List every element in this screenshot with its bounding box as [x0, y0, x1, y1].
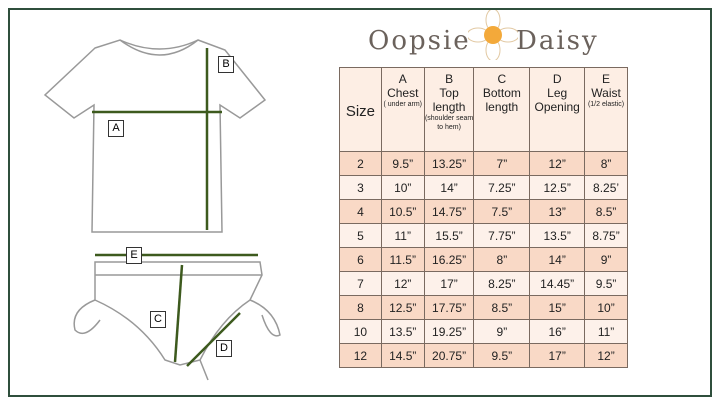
cell: 8.5”	[473, 295, 531, 320]
cell-size: 7	[339, 271, 382, 296]
header-letter: A	[398, 72, 407, 86]
label-a: A	[108, 120, 124, 137]
header-letter: C	[497, 72, 507, 86]
logo: Oopsie Daisy	[368, 10, 608, 64]
column-header: Size	[339, 67, 382, 152]
cell: 9.5”	[584, 271, 628, 296]
cell: 13.5”	[380, 319, 425, 344]
cell-size: 12	[339, 343, 382, 368]
cell: 10”	[584, 295, 628, 320]
column-header: E Waist (1/2 elastic)	[584, 67, 628, 152]
table-row: 3 10” 14” 7.25” 12.5” 8.25’	[339, 175, 628, 200]
cell: 10”	[380, 175, 425, 200]
measure-arrows	[92, 48, 258, 367]
header-size: Size	[345, 102, 375, 120]
header-name: Top length	[432, 86, 466, 114]
cell: 9”	[473, 319, 531, 344]
cell: 7.5”	[473, 199, 531, 224]
header-name: Waist	[591, 86, 621, 100]
label-c: C	[150, 311, 166, 328]
cell: 8.25”	[473, 271, 531, 296]
t-shirt-drawing	[43, 39, 267, 233]
table-row: 4 10.5” 14.75” 7.5” 13” 8.5”	[339, 199, 628, 224]
cell: 11”	[380, 223, 425, 248]
cell-size: 8	[339, 295, 382, 320]
cell: 10.5”	[380, 199, 425, 224]
header-letter: D	[552, 72, 562, 86]
column-header: D Leg Opening	[529, 67, 586, 152]
header-letter: B	[445, 72, 454, 86]
cell: 12”	[380, 271, 425, 296]
cell: 8”	[473, 247, 531, 272]
cell: 20.75”	[423, 343, 475, 368]
cell-size: 2	[339, 151, 382, 176]
label-b: B	[218, 56, 234, 73]
column-header: B Top length (shoulder seam to hem)	[423, 67, 475, 152]
header-note: (1/2 elastic)	[587, 101, 625, 108]
cell-size: 5	[339, 223, 382, 248]
cell: 13”	[529, 199, 586, 224]
table-row: 12 14.5” 20.75” 9.5” 17” 12”	[339, 343, 628, 368]
cell: 17”	[529, 343, 586, 368]
table-row: 2 9.5” 13.25” 7” 12” 8”	[339, 151, 628, 176]
cell: 7.25”	[473, 175, 531, 200]
cell: 17.75”	[423, 295, 475, 320]
table-row: 7 12” 17” 8.25” 14.45” 9.5”	[339, 271, 628, 296]
cell: 16.25”	[423, 247, 475, 272]
daisy-icon	[468, 10, 518, 60]
cell: 9.5”	[380, 151, 425, 176]
table-row: 5 11” 15.5” 7.75” 13.5” 8.75”	[339, 223, 628, 248]
cell: 16”	[529, 319, 586, 344]
cell: 12.5”	[529, 175, 586, 200]
header-letter: E	[602, 72, 611, 86]
cell: 14”	[529, 247, 586, 272]
label-d: D	[216, 340, 232, 357]
cell: 14.75”	[423, 199, 475, 224]
cell: 8.5”	[584, 199, 628, 224]
cell: 14”	[423, 175, 475, 200]
cell-size: 4	[339, 199, 382, 224]
cell: 14.5”	[380, 343, 425, 368]
cell: 9.5”	[473, 343, 531, 368]
size-chart-table: Size A Chest( under arm) B Top length (should…	[339, 67, 628, 368]
table-row: 6 11.5” 16.25” 8” 14” 9”	[339, 247, 628, 272]
cell: 8.25’	[584, 175, 628, 200]
cell: 12”	[529, 151, 586, 176]
cell: 13.25”	[423, 151, 475, 176]
cell: 17”	[423, 271, 475, 296]
logo-right: Daisy	[516, 26, 599, 56]
cell-size: 3	[339, 175, 382, 200]
table-row: 10 13.5” 19.25” 9” 16” 11”	[339, 319, 628, 344]
cell-size: 10	[339, 319, 382, 344]
page-frame	[8, 8, 712, 397]
column-header: A Chest( under arm)	[380, 67, 425, 152]
cell: 12”	[584, 343, 628, 368]
cell: 9”	[584, 247, 628, 272]
cell: 14.45”	[529, 271, 586, 296]
cell: 11”	[584, 319, 628, 344]
cell-size: 6	[339, 247, 382, 272]
header-name: Bottom length	[482, 86, 521, 114]
cell: 12.5”	[380, 295, 425, 320]
cell: 11.5”	[380, 247, 425, 272]
label-e: E	[126, 247, 142, 264]
header-note: ( under arm)	[383, 101, 422, 108]
cell: 7.75”	[473, 223, 531, 248]
cell: 13.5”	[529, 223, 586, 248]
cell: 7”	[473, 151, 531, 176]
cell: 8.75”	[584, 223, 628, 248]
cell: 15.5”	[423, 223, 475, 248]
logo-left: Oopsie	[368, 26, 471, 56]
cell: 15”	[529, 295, 586, 320]
column-header: C Bottom length	[473, 67, 531, 152]
header-name: Chest	[387, 86, 419, 100]
header-note: (shoulder seam to hem)	[424, 115, 474, 131]
header-name: Leg Opening	[534, 86, 580, 114]
cell: 19.25”	[423, 319, 475, 344]
table-row: 8 12.5” 17.75” 8.5” 15” 10”	[339, 295, 628, 320]
cell: 8”	[584, 151, 628, 176]
